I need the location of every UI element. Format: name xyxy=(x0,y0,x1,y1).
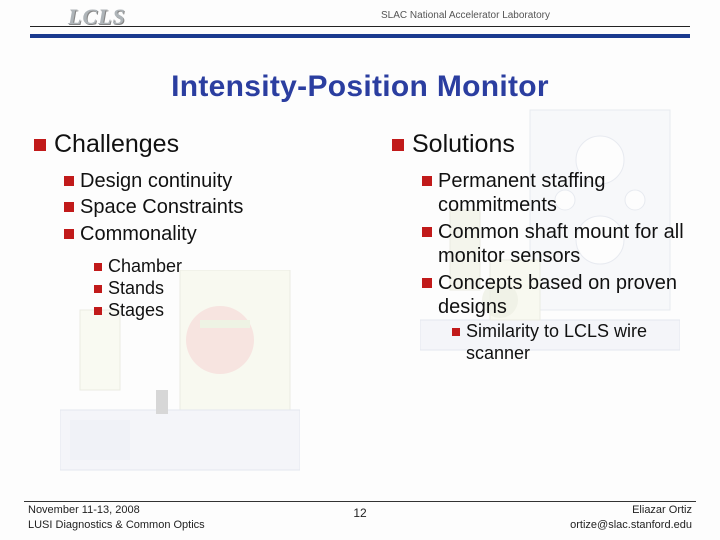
bullet-icon xyxy=(64,202,74,212)
heading-challenges: Challenges xyxy=(34,130,364,159)
bullet-icon xyxy=(64,176,74,186)
bullet-icon xyxy=(422,278,432,288)
bullet-icon xyxy=(94,263,102,271)
lab-label: SLAC National Accelerator Laboratory xyxy=(381,10,550,21)
item-permanent-staffing: Permanent staffing commitments xyxy=(422,169,700,218)
item-proven-designs: Concepts based on proven designs xyxy=(422,271,700,320)
page-number: 12 xyxy=(353,506,366,520)
item-design-continuity: Design continuity xyxy=(64,169,364,193)
slide-header: LCLS SLAC National Accelerator Laborator… xyxy=(0,0,720,44)
subitem-similarity: Similarity to LCLS wire scanner xyxy=(452,321,700,365)
bullet-icon xyxy=(64,229,74,239)
slide-footer: November 11-13, 2008 LUSI Diagnostics & … xyxy=(0,486,720,540)
bullet-icon xyxy=(422,227,432,237)
bullet-icon xyxy=(422,176,432,186)
subitem-stages: Stages xyxy=(94,300,364,322)
item-commonality: Commonality xyxy=(64,222,364,246)
bullet-icon xyxy=(94,285,102,293)
header-rule-thick xyxy=(30,34,690,38)
footer-author: Eliazar Ortiz xyxy=(632,504,692,516)
footer-date: November 11-13, 2008 xyxy=(28,504,140,516)
subitem-chamber: Chamber xyxy=(94,256,364,278)
footer-subtitle: LUSI Diagnostics & Common Optics xyxy=(28,519,205,531)
bullet-icon xyxy=(452,328,460,336)
header-rule-thin xyxy=(30,26,690,27)
subitem-stands: Stands xyxy=(94,278,364,300)
item-space-constraints: Space Constraints xyxy=(64,195,364,219)
bullet-icon xyxy=(94,307,102,315)
footer-rule xyxy=(24,501,696,502)
footer-email: ortize@slac.stanford.edu xyxy=(570,519,692,531)
slide-body: Challenges Design continuity Space Const… xyxy=(0,130,720,482)
column-solutions: Solutions Permanent staffing commitments… xyxy=(392,130,700,365)
slide-title: Intensity-Position Monitor xyxy=(0,70,720,104)
item-common-shaft: Common shaft mount for all monitor senso… xyxy=(422,220,700,269)
bullet-icon xyxy=(34,139,46,151)
bullet-icon xyxy=(392,139,404,151)
column-challenges: Challenges Design continuity Space Const… xyxy=(34,130,364,322)
heading-solutions: Solutions xyxy=(392,130,700,159)
